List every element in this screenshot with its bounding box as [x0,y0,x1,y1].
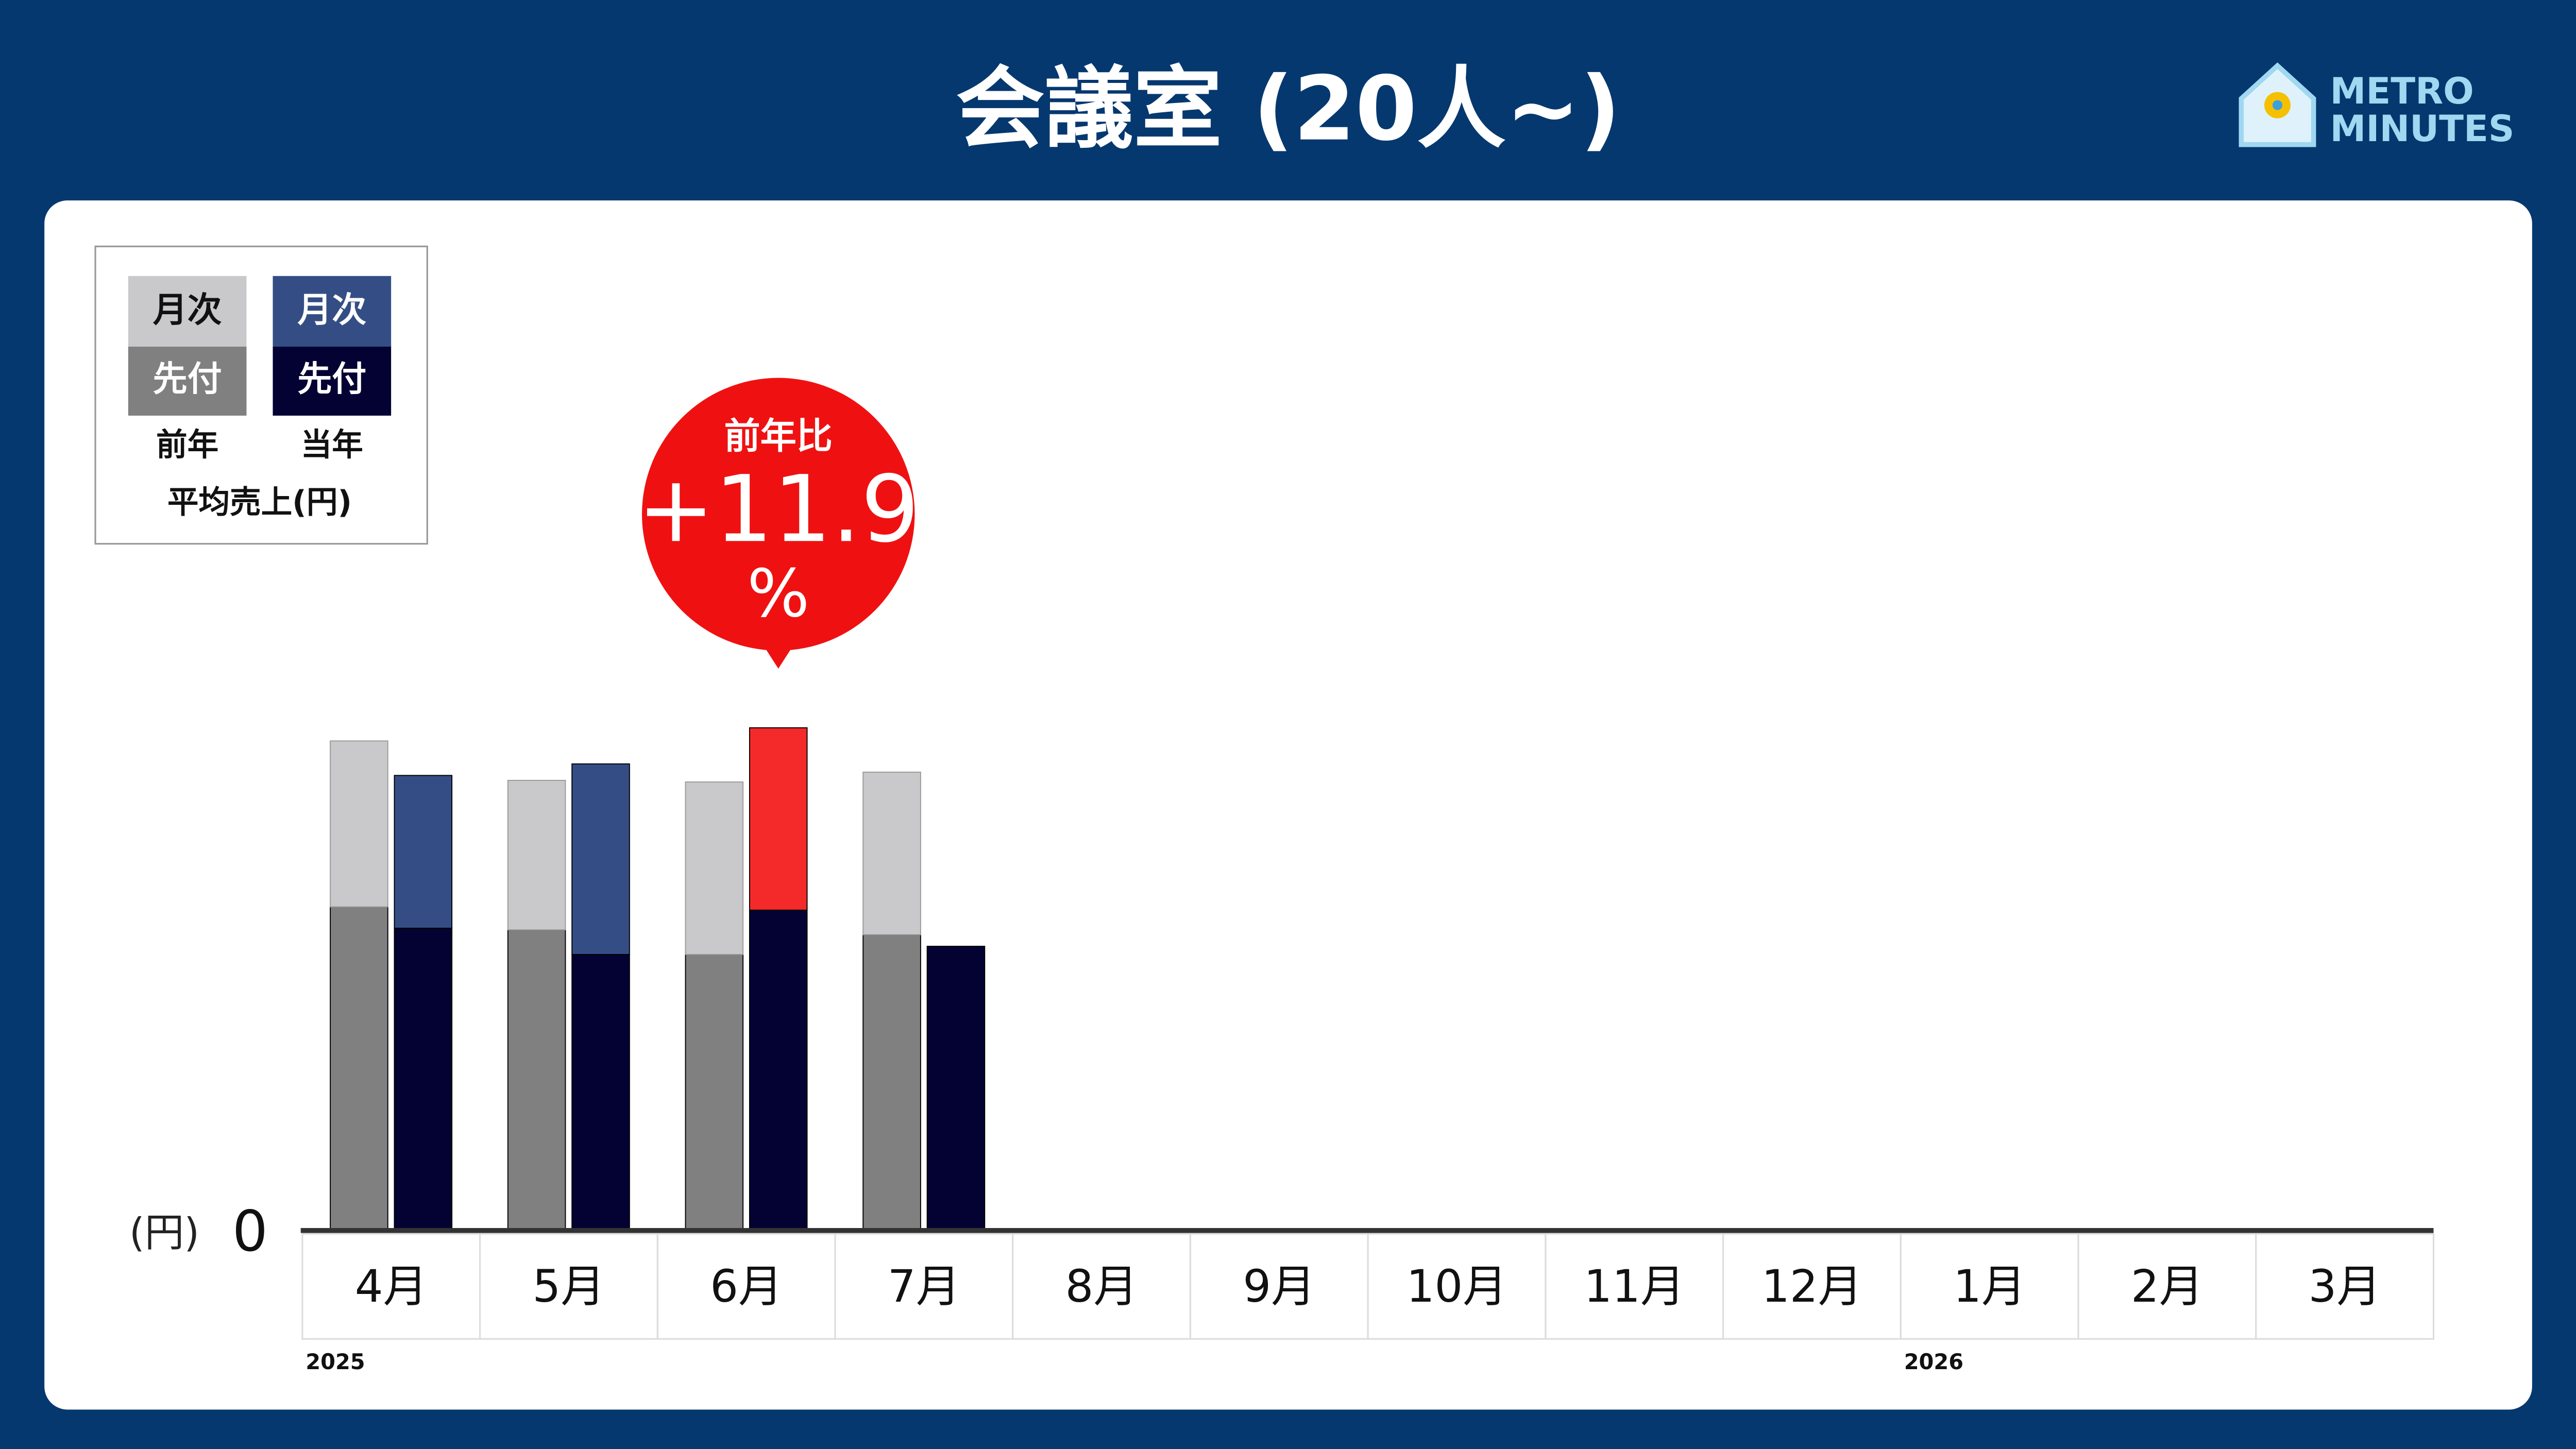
category-cell [1367,1233,1547,1340]
x-tick-label: 6月 [710,1261,783,1312]
x-tick-label: 1月 [1953,1261,2026,1312]
bar-segment [571,954,630,1231]
legend-swatch [273,345,392,416]
bar-segment [685,781,744,955]
x-tick-label: 11月 [1584,1261,1685,1312]
legend-group-label: 当年 [301,427,363,463]
legend-label: 月次 [297,290,366,330]
highlight-bubble [642,378,915,651]
x-tick-label: 8月 [1065,1261,1138,1312]
bar-segment [749,909,808,1231]
logo-text: METRO [2330,70,2474,112]
category-cell [656,1233,836,1340]
legend-swatch [128,276,247,347]
category-cell [2255,1233,2435,1340]
bar-segment [571,763,630,955]
x-tick-label: 3月 [2309,1261,2381,1312]
category-cell [479,1233,658,1340]
bar-segment [330,740,388,908]
legend-swatch [128,345,247,416]
x-tick-label: 4月 [355,1261,428,1312]
bar-segment [507,929,566,1231]
year-label: 2026 [1904,1350,1963,1374]
bar-segment [330,906,388,1231]
page-title: 会議室 (20人~) [956,57,1620,161]
bar-segment [394,928,453,1231]
category-cell [1722,1233,1902,1340]
highlight-label: 前年比 [724,415,832,457]
x-tick-label: 10月 [1406,1261,1507,1312]
category-cell [1012,1233,1192,1340]
bar-segment [862,772,921,935]
legend-label: 月次 [153,290,222,330]
bar-segment [685,954,744,1231]
x-tick-label: 9月 [1243,1261,1315,1312]
y-unit: (円) [129,1210,199,1256]
highlight-pointer [764,645,793,669]
category-cell [834,1233,1014,1340]
x-tick-label: 7月 [888,1261,960,1312]
category-cell [2077,1233,2257,1340]
x-tick-label: 5月 [533,1261,605,1312]
bar-segment [507,779,566,931]
highlight-unit: % [747,556,809,632]
bar-segment [926,946,986,1231]
category-cell [1900,1233,2079,1340]
highlight-value: +11.9 [637,456,919,563]
logo-text: MINUTES [2330,108,2515,150]
bar-segment [394,775,453,929]
bar-segment [862,934,921,1231]
year-label: 2025 [306,1350,365,1374]
logo: METRO MINUTES [2239,62,2515,150]
category-cell [1545,1233,1724,1340]
legend-group-label: 前年 [156,427,218,463]
legend-swatch [273,276,392,347]
legend-label: 先付 [153,359,222,399]
x-tick-label: 2月 [2131,1261,2204,1312]
logo-pin-dot [2272,100,2283,110]
legend-caption: 平均売上(円) [167,485,352,521]
x-tick-label: 12月 [1761,1261,1862,1312]
bar-segment [749,727,808,911]
legend-label: 先付 [297,359,366,399]
y-tick-label: 0 [232,1199,268,1264]
